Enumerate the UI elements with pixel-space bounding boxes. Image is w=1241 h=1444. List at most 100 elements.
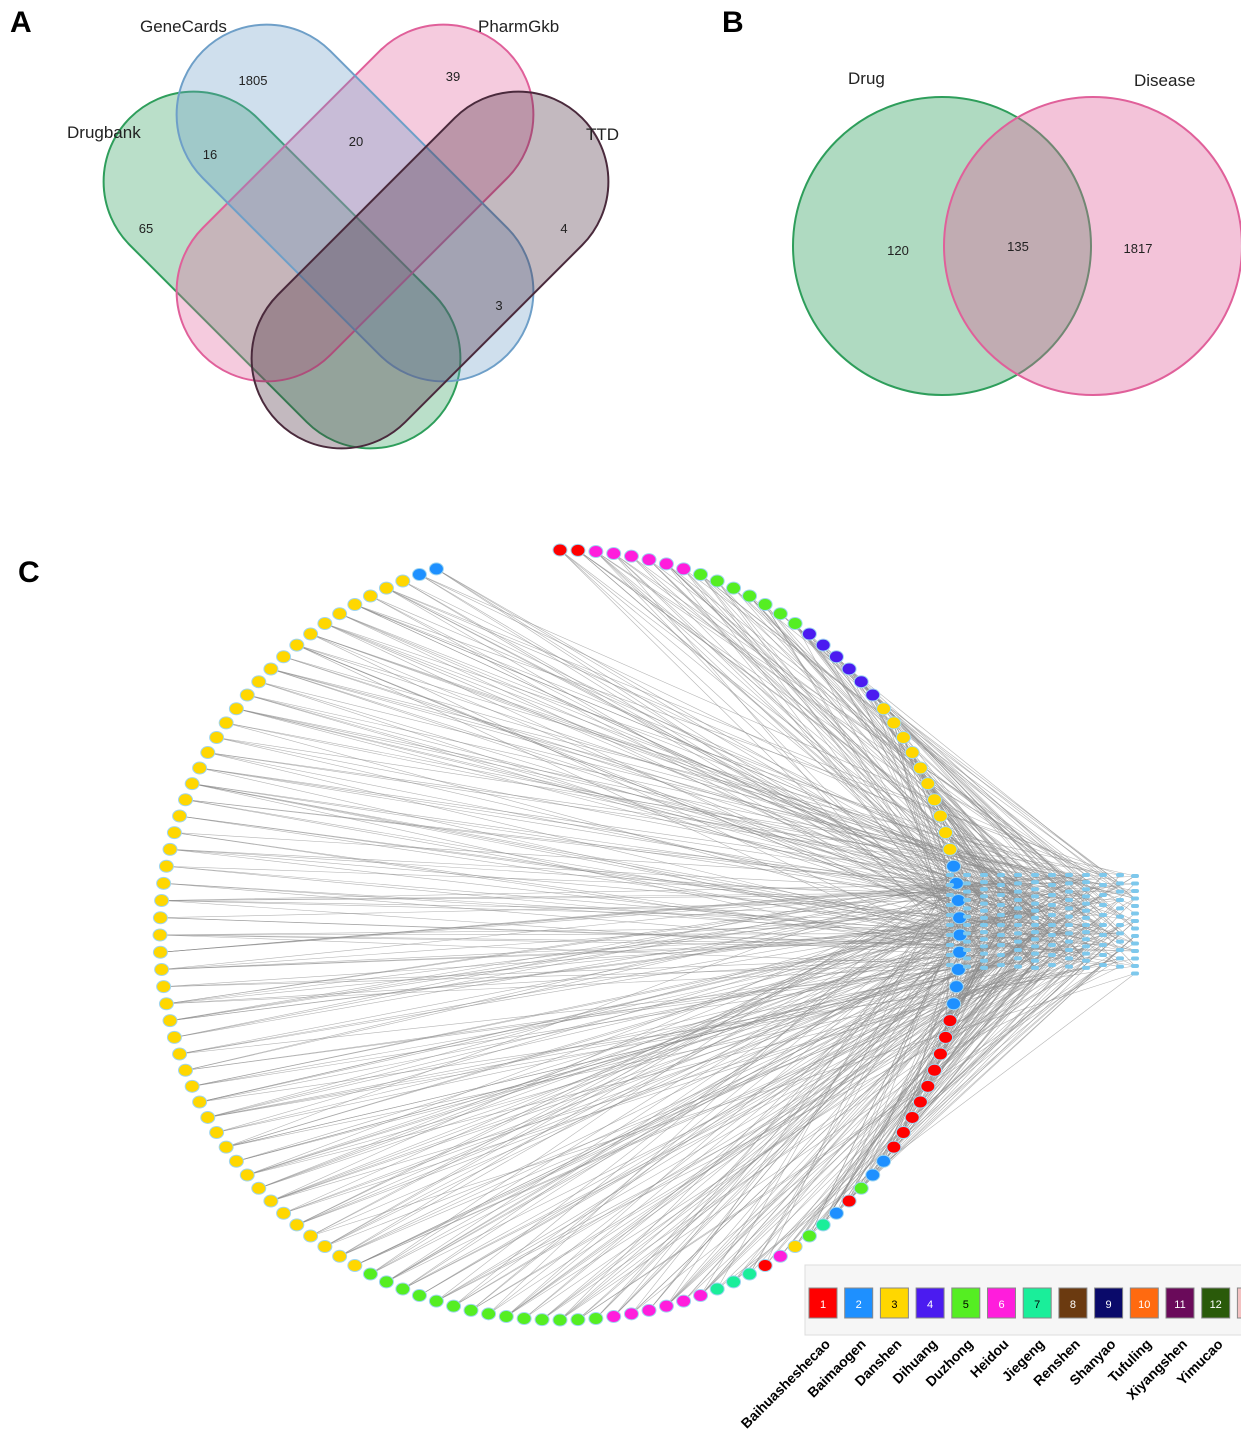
network-node	[534, 1313, 550, 1327]
network-node	[303, 1229, 319, 1243]
network-target-node	[1031, 965, 1039, 970]
network-node	[853, 1181, 869, 1195]
network-edge	[185, 960, 985, 1071]
network-target-node	[1031, 923, 1039, 927]
network-node	[623, 549, 639, 563]
network-edge	[216, 737, 968, 884]
network-edge	[192, 783, 968, 934]
network-target-node	[1031, 880, 1039, 885]
network-edge	[207, 934, 1002, 1118]
legend-swatch	[915, 1287, 945, 1319]
venn-a-count: 20	[349, 134, 363, 149]
network-target-node	[1014, 956, 1022, 961]
network-edge	[436, 943, 1136, 1302]
network-edge	[577, 958, 1121, 1320]
network-edge	[893, 908, 1019, 1148]
network-node	[895, 1125, 911, 1139]
network-target-node	[997, 883, 1005, 887]
venn-a-count: 1805	[239, 73, 268, 88]
network-edge	[809, 924, 1070, 1237]
network-target-node	[1014, 906, 1022, 911]
network-node	[886, 716, 902, 730]
network-edge	[354, 946, 1087, 1266]
network-target-node	[1014, 923, 1022, 927]
network-target-node	[963, 923, 971, 927]
network-target-node	[980, 915, 988, 920]
network-edge	[192, 941, 1019, 1087]
network-node	[757, 597, 773, 611]
network-edge	[174, 881, 985, 1038]
network-edge	[324, 894, 951, 1247]
network-target-node	[997, 893, 1005, 897]
network-target-node	[963, 881, 971, 886]
network-target-node	[1116, 931, 1124, 936]
network-edge	[207, 752, 1087, 876]
network-edge	[199, 767, 1136, 922]
network-edge	[296, 644, 968, 959]
network-target-node	[1116, 948, 1124, 952]
network-node	[184, 1079, 200, 1093]
network-target-node	[1065, 956, 1073, 961]
network-target-node	[1099, 953, 1107, 957]
network-node	[726, 581, 742, 595]
network-node	[895, 731, 911, 745]
network-target-node	[1131, 956, 1139, 961]
network-node	[251, 1181, 267, 1195]
network-edge	[192, 916, 1019, 1087]
network-edge	[236, 708, 1036, 897]
network-node	[276, 1206, 292, 1220]
legend-number: 3	[891, 1299, 897, 1311]
network-node	[481, 1307, 497, 1321]
network-node	[239, 688, 255, 702]
network-edge	[402, 889, 985, 1290]
network-node	[172, 1047, 188, 1061]
network-node	[156, 980, 172, 994]
network-target-node	[1048, 933, 1056, 937]
network-node	[228, 1154, 244, 1168]
network-edge	[310, 946, 985, 1237]
network-target-node	[1014, 964, 1022, 969]
network-edges	[159, 549, 1136, 1321]
network-edge	[893, 935, 1136, 1148]
network-edge	[270, 668, 1136, 899]
network-node	[289, 638, 305, 652]
network-edge	[199, 767, 985, 947]
network-node	[332, 607, 348, 621]
network-edge	[386, 587, 1136, 907]
network-node	[709, 574, 725, 588]
network-target-node	[1099, 913, 1107, 917]
network-edge	[488, 966, 1019, 1315]
network-edge	[453, 894, 951, 1307]
network-edge	[270, 668, 1136, 944]
network-edge	[402, 580, 951, 896]
network-node	[676, 1294, 692, 1308]
network-edge	[179, 960, 1036, 1055]
legend-number: 8	[1070, 1299, 1076, 1311]
network-node	[606, 1310, 622, 1324]
network-node	[693, 1288, 709, 1302]
network-edge	[883, 941, 968, 1162]
network-edge	[666, 899, 1070, 1307]
network-edge	[258, 681, 1136, 899]
network-target-node	[1048, 873, 1056, 877]
legend-swatch	[1022, 1287, 1052, 1319]
legend-swatch	[844, 1287, 874, 1319]
network-node	[932, 809, 948, 823]
network-target-node	[980, 930, 988, 935]
network-edge	[170, 849, 1053, 926]
network-edge	[836, 656, 1036, 926]
network-node	[950, 963, 966, 977]
network-edge	[226, 874, 951, 1148]
venn-a-label-genecards: GeneCards	[140, 17, 227, 36]
network-node	[952, 945, 968, 959]
network-edge	[270, 668, 1087, 897]
network-target-node	[963, 898, 971, 902]
network-edge	[794, 623, 951, 906]
network-target-node	[997, 923, 1005, 927]
network-node	[938, 1030, 954, 1044]
network-node	[658, 1299, 674, 1313]
legend-swatch	[1201, 1287, 1231, 1319]
network-edge	[199, 965, 1136, 1103]
network-node	[317, 1239, 333, 1253]
